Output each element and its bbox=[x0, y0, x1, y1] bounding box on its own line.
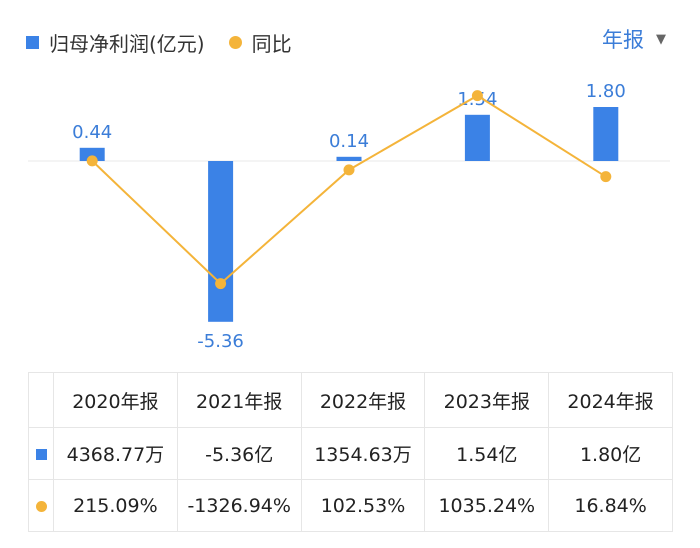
table-header-row: 2020年报 2021年报 2022年报 2023年报 2024年报 bbox=[28, 372, 673, 428]
profit-chart: 0.44-5.360.141.541.80 bbox=[28, 81, 670, 352]
bar bbox=[208, 161, 234, 322]
table-header-cell: 2022年报 bbox=[300, 372, 426, 428]
bar bbox=[336, 156, 362, 161]
bar bbox=[593, 107, 619, 161]
line-legend-label: 同比 bbox=[251, 31, 292, 56]
bar-value-label: 1.80 bbox=[586, 81, 626, 102]
line-legend-swatch bbox=[228, 35, 242, 49]
bar-legend-swatch bbox=[26, 35, 39, 49]
table-corner-cell bbox=[28, 372, 54, 428]
table-row-yoy: 215.09% -1326.94% 102.53% 1035.24% 16.84… bbox=[28, 479, 673, 532]
table-cell: -5.36亿 bbox=[176, 427, 302, 480]
yoy-point bbox=[343, 164, 355, 176]
chevron-down-icon: ▼ bbox=[656, 31, 666, 47]
table-cell: 1.54亿 bbox=[424, 427, 550, 480]
bar bbox=[464, 114, 490, 161]
bar-value-label: 0.14 bbox=[329, 131, 369, 152]
table-header-cell: 2023年报 bbox=[424, 372, 550, 428]
yoy-point bbox=[215, 278, 227, 290]
yoy-line bbox=[91, 94, 607, 285]
line-marker-icon bbox=[35, 500, 47, 512]
table-header-cell: 2024年报 bbox=[548, 372, 673, 428]
table-cell: 215.09% bbox=[53, 479, 178, 532]
table-cell: 4368.77万 bbox=[53, 427, 178, 480]
table-cell: 102.53% bbox=[300, 479, 426, 532]
bar-value-label: 0.44 bbox=[72, 122, 112, 143]
chart-legend: 归母净利润(亿元) 同比 bbox=[26, 26, 292, 58]
yoy-point bbox=[471, 90, 483, 102]
table-cell: 1.80亿 bbox=[548, 427, 673, 480]
table-row-profit: 4368.77万 -5.36亿 1354.63万 1.54亿 1.80亿 bbox=[28, 427, 673, 480]
table-cell: -1326.94% bbox=[176, 479, 302, 532]
bar bbox=[79, 147, 105, 161]
bar-value-label: -5.36 bbox=[197, 331, 244, 352]
yoy-point bbox=[600, 171, 612, 183]
profit-row-marker bbox=[28, 427, 54, 480]
table-header-cell: 2020年报 bbox=[53, 372, 178, 428]
period-selector-label: 年报 bbox=[602, 28, 644, 52]
table-cell: 16.84% bbox=[548, 479, 673, 532]
yoy-row-marker bbox=[28, 479, 54, 532]
table-header-cell: 2021年报 bbox=[176, 372, 302, 428]
table-cell: 1354.63万 bbox=[300, 427, 426, 480]
bar-legend-label: 归母净利润(亿元) bbox=[49, 31, 205, 56]
yoy-point bbox=[86, 155, 98, 167]
bar-marker-icon bbox=[35, 448, 47, 460]
table-cell: 1035.24% bbox=[424, 479, 550, 532]
period-selector[interactable]: 年报 ▼ bbox=[602, 24, 666, 54]
data-table: 2020年报 2021年报 2022年报 2023年报 2024年报 4368.… bbox=[28, 372, 673, 532]
